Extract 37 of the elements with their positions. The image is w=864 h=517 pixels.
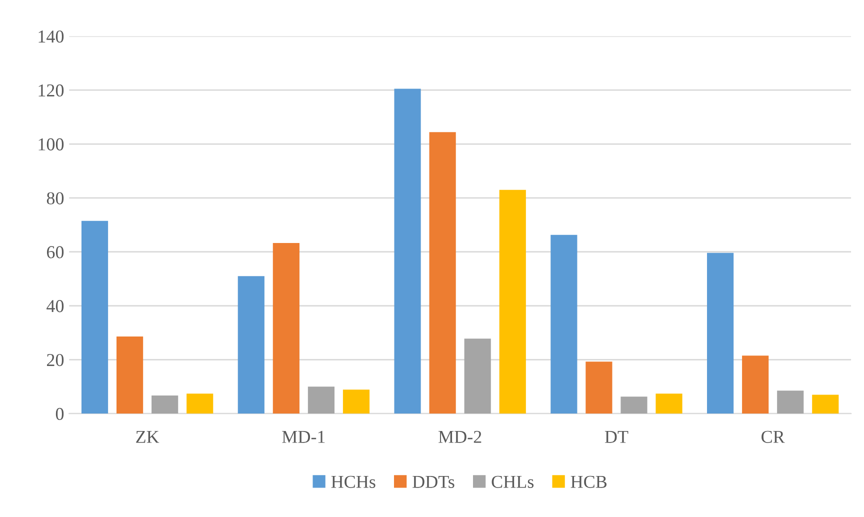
bar [656, 394, 682, 414]
bar [586, 362, 612, 414]
bar [116, 336, 144, 414]
bar [742, 356, 769, 414]
y-tick-label: 100 [38, 138, 64, 150]
bar [394, 88, 421, 414]
bar [620, 396, 648, 414]
x-tick-label: MD-2 [438, 430, 482, 443]
y-tick-label: 80 [46, 192, 64, 204]
bar [186, 394, 214, 414]
bar [499, 190, 526, 414]
x-tick-label: ZK [136, 430, 160, 443]
bar [550, 234, 578, 414]
x-tick-label: CR [762, 430, 785, 443]
x-tick-label: DT [604, 430, 628, 443]
bar [342, 390, 370, 414]
bar [272, 242, 300, 414]
legend-label: HCHs [331, 476, 376, 488]
legend-label: DDTs [412, 476, 454, 488]
bar [152, 396, 178, 414]
bar [429, 132, 456, 414]
y-tick-label: 140 [38, 30, 64, 43]
y-tick-label: 40 [46, 300, 64, 312]
bar [81, 220, 108, 414]
x-tick-label: MD-1 [282, 430, 325, 443]
bar [707, 252, 734, 414]
bar [777, 390, 804, 414]
legend-label: CHLs [492, 476, 534, 488]
bar [308, 386, 335, 414]
y-tick-label: 120 [38, 84, 64, 97]
legend-label: HCB [570, 476, 607, 488]
bar [464, 338, 491, 414]
y-tick-label: 0 [56, 408, 64, 420]
y-tick-label: 60 [46, 246, 64, 258]
y-tick-label: 20 [46, 354, 64, 366]
bar [238, 276, 264, 414]
bar [812, 394, 839, 414]
